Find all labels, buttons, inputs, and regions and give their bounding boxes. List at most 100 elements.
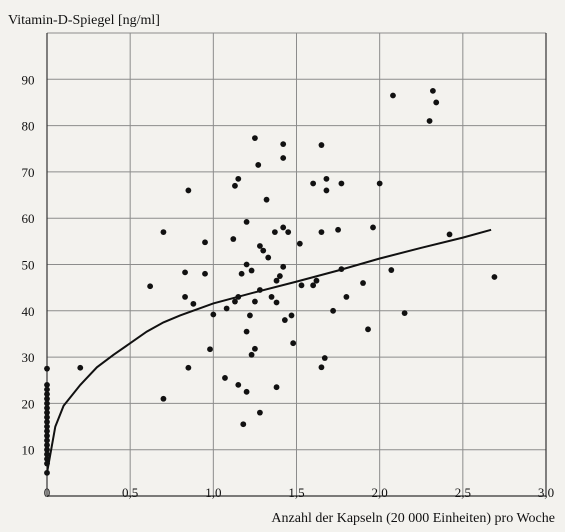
data-point: [240, 421, 247, 428]
data-point: [235, 175, 242, 182]
data-point: [77, 364, 84, 371]
data-point: [44, 442, 50, 448]
data-point: [310, 180, 317, 187]
data-point: [323, 175, 330, 182]
data-point: [323, 187, 330, 194]
data-point: [247, 312, 253, 319]
data-point: [243, 219, 250, 225]
x-tick-label: 2,0: [372, 485, 388, 500]
data-point: [365, 326, 371, 333]
data-point: [44, 446, 50, 453]
data-point: [265, 254, 272, 261]
data-point: [360, 280, 366, 286]
data-point: [288, 312, 295, 319]
data-point: [268, 294, 275, 300]
data-point: [44, 395, 50, 402]
data-point: [273, 277, 280, 284]
y-tick-label: 10: [22, 443, 35, 458]
data-point: [44, 469, 50, 476]
data-point: [207, 346, 213, 353]
data-point: [252, 298, 258, 305]
data-point: [243, 328, 250, 335]
data-point: [185, 364, 192, 371]
data-point: [202, 270, 208, 277]
data-point: [296, 240, 303, 247]
data-point: [248, 351, 255, 358]
data-point: [232, 298, 238, 305]
data-point: [433, 99, 440, 106]
data-point: [252, 345, 258, 352]
x-tick-label: 3,0: [538, 485, 554, 500]
data-point: [376, 180, 383, 187]
x-tick-label: 1,0: [205, 485, 221, 500]
data-point: [263, 196, 270, 203]
data-point: [44, 460, 50, 467]
data-point: [491, 274, 498, 280]
x-tick-labels: 0 0,5 1,0 1,5 2,0 2,5 3,0: [44, 485, 554, 500]
data-point: [44, 414, 50, 421]
data-point: [285, 229, 292, 235]
data-point: [335, 226, 341, 233]
data-point: [401, 310, 408, 317]
data-point: [160, 395, 167, 402]
x-tick-label: 0,5: [122, 485, 138, 500]
data-point: [44, 432, 50, 439]
data-point: [446, 231, 453, 238]
data-point: [273, 299, 280, 306]
data-point: [230, 236, 237, 242]
data-point: [182, 294, 188, 300]
data-point: [44, 409, 50, 416]
y-tick-labels: 10 20 30 40 50 60 70 80 90: [22, 72, 35, 457]
data-point: [298, 282, 305, 289]
x-tick-label: 0: [44, 485, 51, 500]
data-point: [44, 386, 50, 393]
data-point: [185, 187, 192, 194]
data-point: [390, 92, 396, 99]
data-point: [280, 224, 287, 231]
data-point: [190, 300, 197, 307]
data-point: [44, 381, 50, 388]
y-tick-label: 50: [22, 258, 35, 273]
data-point: [238, 270, 245, 277]
y-tick-label: 40: [22, 304, 35, 319]
data-point: [44, 456, 50, 462]
data-point: [44, 365, 50, 372]
data-point: [318, 229, 325, 235]
data-point: [222, 375, 228, 381]
data-point: [44, 391, 50, 398]
data-point: [318, 142, 325, 148]
y-axis-title: Vitamin-D-Spiegel [ng/ml]: [8, 13, 160, 28]
data-point: [223, 305, 230, 312]
y-tick-label: 70: [22, 165, 35, 180]
data-point: [313, 277, 320, 284]
data-point: [370, 224, 376, 231]
data-point: [260, 247, 267, 254]
data-point: [257, 243, 263, 249]
data-point: [44, 419, 50, 425]
data-point: [280, 141, 287, 148]
data-point: [276, 273, 283, 279]
data-point: [429, 87, 436, 94]
data-point: [330, 307, 336, 314]
data-point: [147, 283, 154, 290]
data-point: [44, 428, 50, 435]
x-tick-label: 1,5: [288, 485, 304, 500]
data-point: [243, 388, 250, 395]
data-point: [310, 282, 317, 289]
x-tick-label: 2,5: [455, 485, 471, 500]
data-point: [338, 266, 345, 273]
data-point: [248, 267, 255, 274]
data-point: [388, 267, 395, 273]
data-point: [182, 269, 188, 276]
data-point: [235, 381, 242, 388]
data-point: [321, 355, 328, 361]
data-point: [202, 239, 208, 246]
data-point: [343, 294, 350, 300]
data-point: [255, 162, 262, 168]
data-point: [44, 423, 50, 430]
trend-curve: [46, 228, 492, 474]
data-point: [280, 263, 287, 270]
y-tick-label: 90: [22, 72, 35, 87]
data-point: [44, 451, 50, 458]
